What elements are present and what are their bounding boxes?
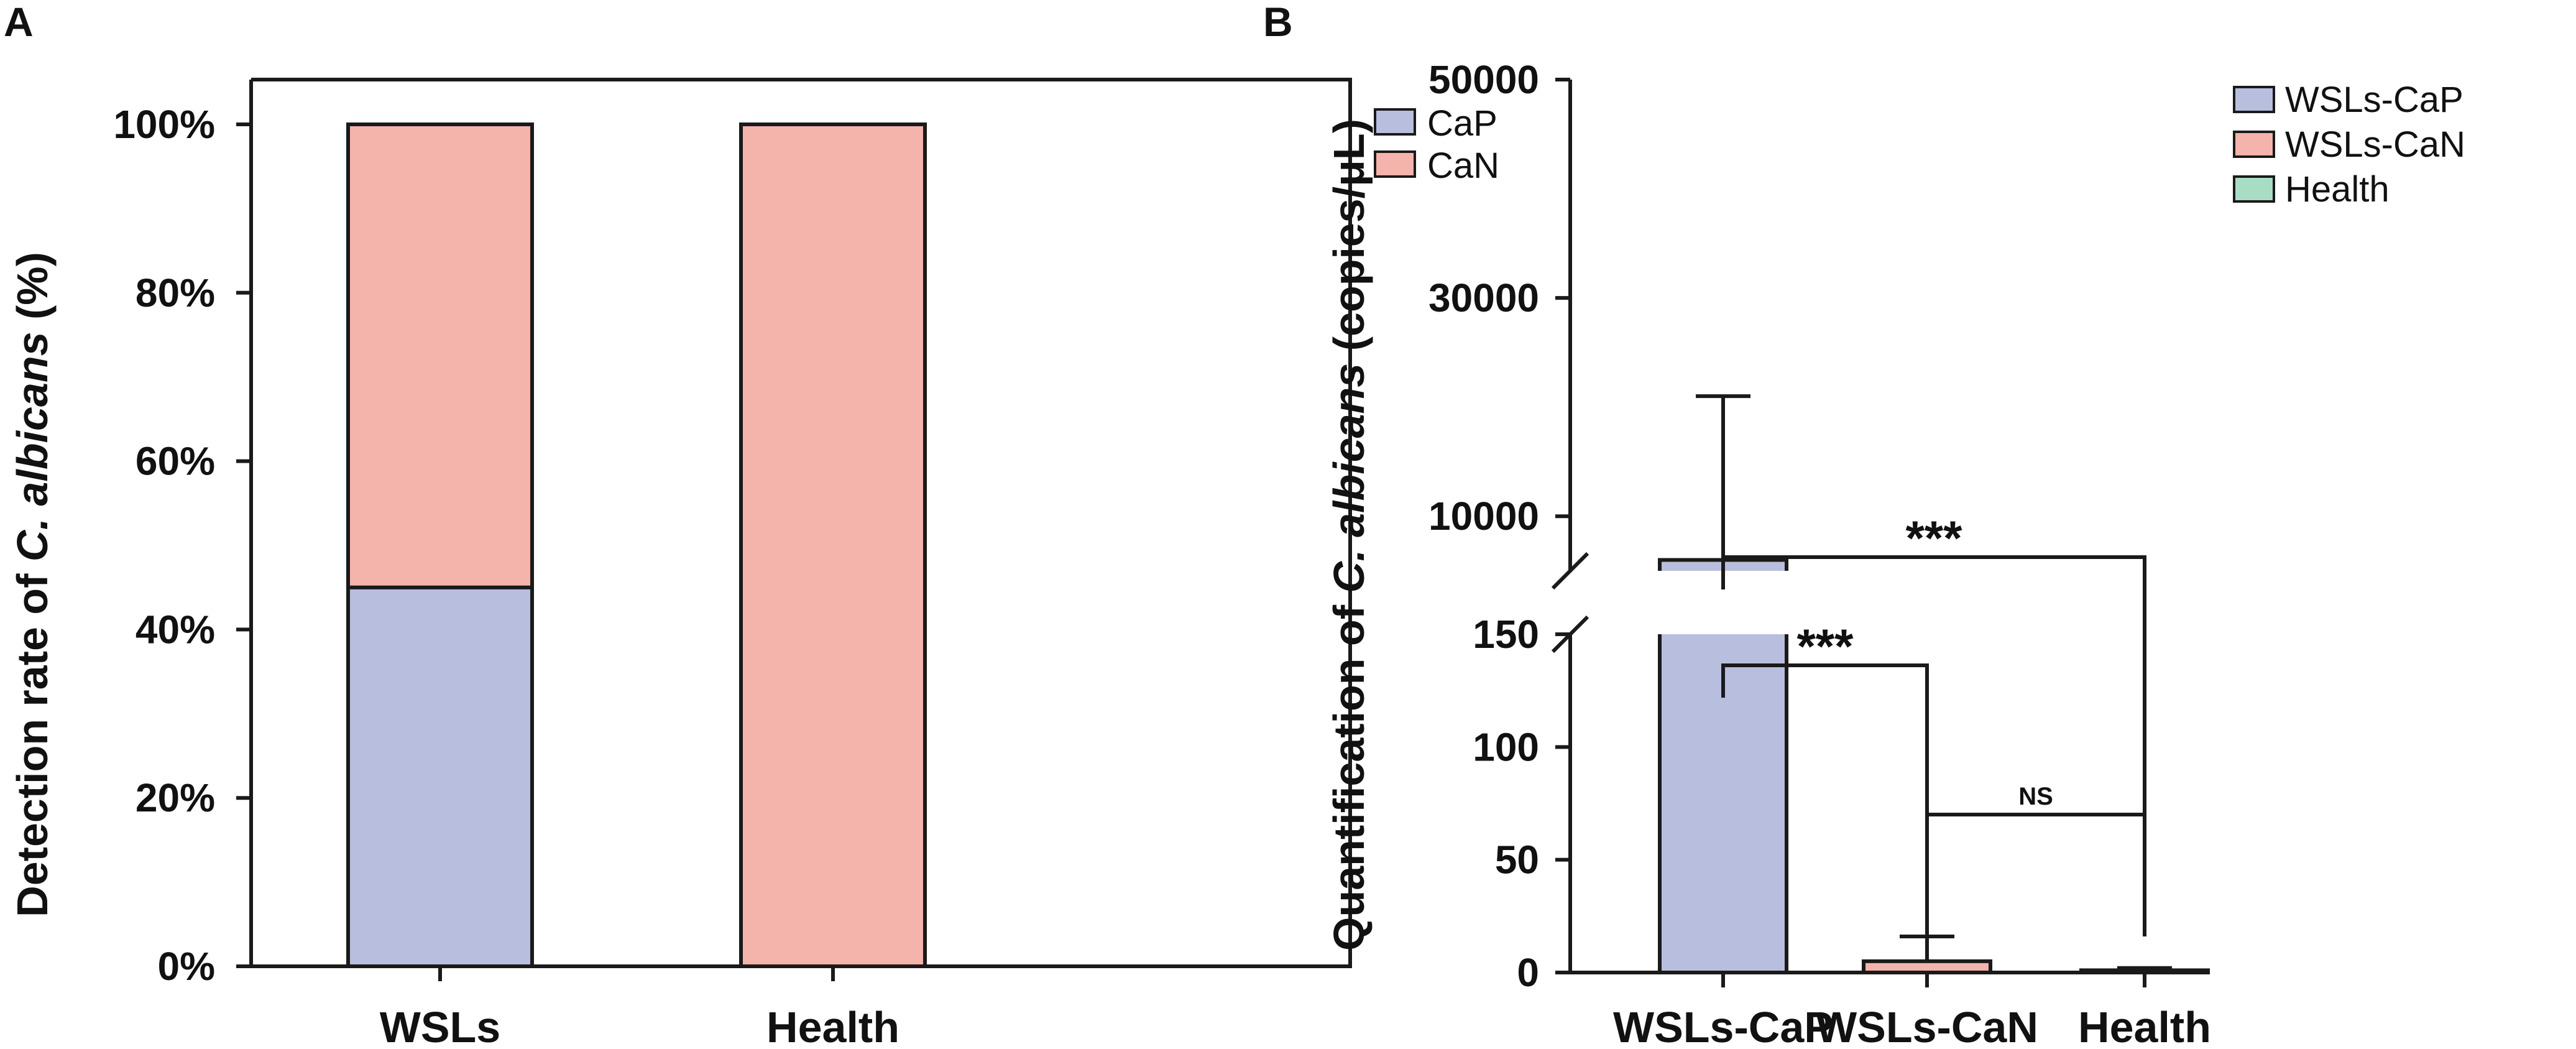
legend-label-wsls-can: WSLs-CaN: [2285, 124, 2465, 165]
panel-a-bars: [346, 122, 927, 968]
legend-swatch-cap: [1374, 108, 1416, 136]
legend-swatch-can: [1374, 150, 1416, 178]
x-tick-label-health: Health: [2078, 1003, 2211, 1049]
panel-b: B Quantification of C. albicans (copies/…: [1263, 0, 2465, 1049]
significance-label-cap-vs-health: ***: [1796, 619, 1854, 673]
y-tick-label-60: 60%: [136, 439, 215, 484]
panel-a-y-ticks: 0% 20% 40% 60% 80% 100%: [113, 102, 251, 989]
significance-label-ns: NS: [2018, 783, 2053, 810]
significance-bracket-cap-vs-can: [1721, 555, 2146, 936]
panel-b-letter: B: [1263, 0, 1293, 45]
panel-a-letter: A: [4, 0, 34, 45]
axis-break-mark-upper: [1551, 552, 1589, 590]
legend-swatch-health: [2233, 175, 2275, 203]
legend-label-wsls-cap: WSLs-CaP: [2285, 80, 2463, 120]
significance-label-cap-vs-can: ***: [1905, 511, 1962, 565]
panel-b-bars: [1658, 558, 2210, 975]
y-tick-label-80: 80%: [136, 270, 215, 315]
bar-health-can: [739, 122, 927, 968]
y-tick-label-150: 150: [1473, 612, 1539, 657]
y-tick-label-100: 100: [1473, 724, 1539, 769]
y-tick-label-30000: 30000: [1428, 275, 1539, 320]
x-tick-label-wsls-can: WSLs-CaN: [1816, 1003, 2038, 1049]
panel-a-plot-frame: [249, 78, 1352, 968]
x-tick-label-wsls-cap: WSLs-CaP: [1613, 1003, 1833, 1049]
panel-b-significance: *** *** NS: [1721, 511, 2146, 938]
panel-b-legend: WSLs-CaP WSLs-CaN Health: [2233, 80, 2465, 210]
x-tick-label-health: Health: [766, 1003, 899, 1049]
legend-swatch-wsls-can: [2233, 131, 2275, 158]
y-tick-label-100: 100%: [113, 102, 215, 147]
significance-bracket-can-vs-health: [1925, 813, 2146, 842]
panel-a-x-labels: WSLs Health: [380, 966, 899, 1049]
y-tick-label-50000: 50000: [1428, 57, 1539, 102]
y-tick-label-10000: 10000: [1428, 494, 1539, 538]
y-tick-label-0: 0: [1517, 950, 1539, 995]
bar-wsls-can: [346, 122, 534, 589]
panel-b-y-ticks: 0 50 100 150 10000 30000 50000: [1428, 57, 1570, 995]
panel-a: A Detection rate of C. albicans (%) 0% 20…: [4, 0, 1499, 1049]
bar-wsls-cap: [346, 585, 534, 968]
legend-label-cap: CaP: [1427, 103, 1497, 144]
panel-a-ylabel: Detection rate of C. albicans (%): [8, 252, 57, 917]
legend-label-health: Health: [2285, 169, 2390, 210]
axis-break-mark-lower: [1551, 615, 1589, 654]
y-tick-label-20: 20%: [136, 775, 215, 820]
panel-a-legend: CaP CaN: [1374, 103, 1499, 186]
legend-label-can: CaN: [1427, 146, 1499, 186]
significance-bracket-cap-vs-health: [1721, 663, 1929, 938]
y-tick-label-40: 40%: [136, 607, 215, 652]
panel-b-ylabel: Quantification of C. albicans (copies/μL…: [1325, 119, 1373, 951]
x-tick-label-wsls: WSLs: [380, 1003, 500, 1049]
y-tick-label-50: 50: [1495, 838, 1539, 882]
y-tick-label-0: 0%: [158, 944, 216, 989]
legend-swatch-wsls-cap: [2233, 86, 2275, 113]
